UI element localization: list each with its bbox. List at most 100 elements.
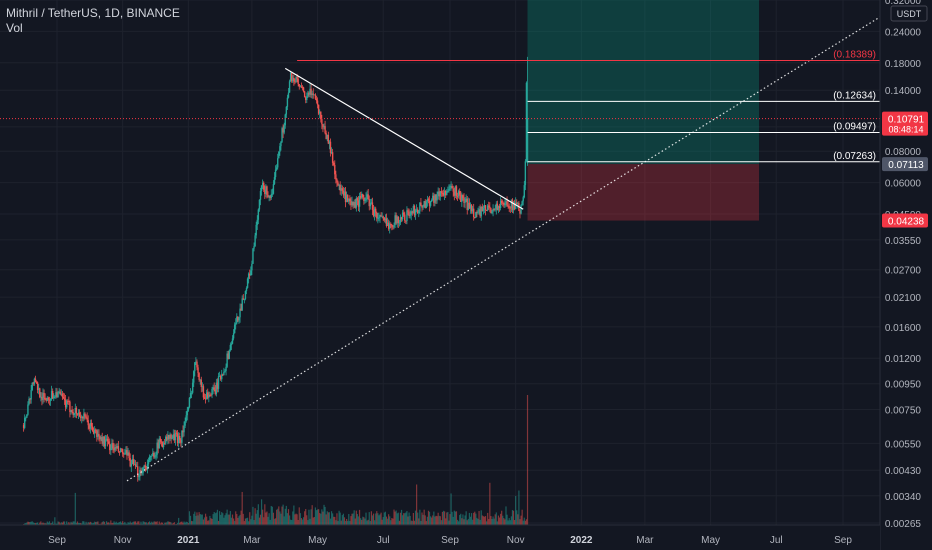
volume-bar <box>469 516 472 525</box>
candle <box>436 194 438 201</box>
candle <box>22 425 25 428</box>
volume-bar <box>424 515 426 525</box>
volume-bar <box>423 509 425 525</box>
candle <box>241 298 243 311</box>
volume-bar <box>206 516 208 525</box>
candle <box>210 394 212 396</box>
candle <box>506 201 508 206</box>
candle <box>84 413 86 417</box>
candle <box>64 400 67 408</box>
candle <box>301 87 304 89</box>
candle <box>405 220 407 222</box>
volume-bar <box>228 514 230 525</box>
volume-bar <box>214 513 216 525</box>
candle <box>485 210 488 211</box>
volume-bar <box>504 519 506 525</box>
candle <box>205 392 208 400</box>
candle <box>284 114 286 126</box>
volume-bar <box>392 518 394 525</box>
volume-bar <box>108 522 110 525</box>
candle <box>462 195 464 199</box>
volume-bar <box>307 520 309 525</box>
candle <box>418 211 420 214</box>
level-label: (0.07263) <box>833 151 876 162</box>
volume-bar <box>117 522 119 525</box>
volume-bar <box>521 509 523 525</box>
volume-bar <box>445 518 447 525</box>
volume-bar <box>375 513 377 525</box>
candle <box>242 298 244 300</box>
candle <box>158 438 160 449</box>
candle <box>334 164 336 175</box>
candle <box>36 382 39 391</box>
volume-bar <box>31 521 33 525</box>
volume-bar <box>157 523 159 525</box>
candle <box>239 308 241 318</box>
candle <box>209 394 211 396</box>
price-tick-label: 0.24000 <box>885 27 922 38</box>
volume-bar <box>360 518 362 525</box>
volume-bar <box>470 513 473 525</box>
volume-bar <box>75 522 77 525</box>
volume-bar <box>198 512 200 525</box>
candle <box>303 91 306 98</box>
candle <box>341 188 344 191</box>
volume-bar <box>39 522 41 525</box>
candle <box>348 198 350 202</box>
volume-bar <box>408 512 410 525</box>
candle <box>391 224 393 227</box>
price-tick-label: 0.03550 <box>885 236 922 247</box>
candle <box>218 376 221 377</box>
volume-bar <box>250 519 252 525</box>
volume-bar <box>212 514 214 525</box>
price-tick-label: 0.06000 <box>885 179 922 190</box>
volume-bar <box>281 506 283 525</box>
candle <box>27 404 29 415</box>
volume-bar <box>225 513 227 525</box>
candle <box>120 448 123 450</box>
candle <box>172 434 174 439</box>
time-tick-label: Jul <box>377 535 390 546</box>
candle <box>412 205 415 214</box>
candle <box>273 177 276 185</box>
candle <box>520 205 522 214</box>
volume-bar <box>204 513 207 525</box>
candle <box>339 184 341 191</box>
candle <box>148 456 151 461</box>
candle <box>185 415 187 422</box>
volume-bar <box>187 523 189 525</box>
volume-bar <box>231 514 234 525</box>
candle <box>193 371 195 383</box>
volume-bar <box>419 509 421 525</box>
volume-bar <box>175 523 178 525</box>
candle <box>121 449 124 454</box>
candle <box>65 400 68 408</box>
candle <box>211 388 213 395</box>
volume-bar <box>348 514 350 525</box>
volume-bar <box>252 506 254 525</box>
candle <box>382 216 384 218</box>
candle <box>483 205 486 208</box>
volume-bar <box>100 523 102 525</box>
candle <box>460 194 462 202</box>
candle <box>114 447 116 451</box>
volume-bar <box>386 518 389 525</box>
volume-indicator-label: Vol <box>6 21 23 35</box>
volume-bar <box>508 518 510 525</box>
candle <box>236 316 238 324</box>
candle <box>465 198 467 203</box>
candle <box>249 273 251 276</box>
volume-bar <box>409 515 411 525</box>
candle <box>70 409 72 413</box>
volume-bar <box>440 520 442 525</box>
volume-bar <box>367 519 369 525</box>
candle <box>253 246 255 249</box>
candle <box>482 207 485 212</box>
candle <box>128 452 130 459</box>
time-tick-label: Sep <box>441 535 459 546</box>
candle <box>251 263 253 271</box>
candle <box>424 201 426 208</box>
candle <box>347 194 349 202</box>
